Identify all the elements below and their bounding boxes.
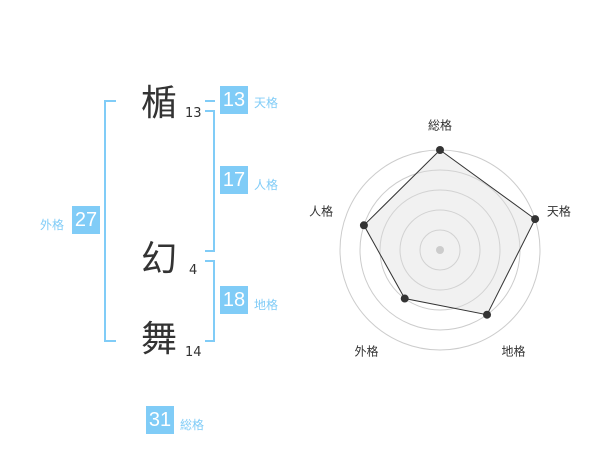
- tenkaku-value: 13: [220, 86, 248, 114]
- tenkaku-label: 天格: [254, 96, 279, 110]
- stroke-count-1: 13: [185, 106, 202, 121]
- radar-ring: [379, 189, 501, 311]
- radar-center: [436, 246, 444, 254]
- soukaku-value: 31: [146, 406, 174, 434]
- radar-point: [436, 146, 444, 154]
- gaikaku-bracket: [104, 100, 116, 342]
- radar-point: [483, 310, 492, 319]
- radar-point: [531, 215, 540, 224]
- name-char-1: 楯: [141, 83, 178, 124]
- soukaku-label: 総格: [180, 418, 205, 432]
- radar-axis-label: 人格: [309, 204, 334, 219]
- stroke-count-2: 4: [189, 263, 198, 278]
- radar-point: [400, 294, 409, 303]
- tenkaku-connector: [205, 100, 215, 102]
- radar-axis-label: 総格: [427, 118, 453, 133]
- radar-ring: [399, 209, 481, 291]
- name-char-2: 幻: [141, 239, 178, 280]
- radar-axis-label: 地格: [501, 344, 526, 359]
- chikaku-value: 18: [220, 286, 248, 314]
- radar-point: [359, 221, 368, 230]
- gaikaku-label: 外格: [40, 218, 65, 232]
- radar-ring: [419, 229, 461, 271]
- gaikaku-value: 27: [72, 206, 100, 234]
- radar-area: [363, 149, 536, 316]
- radar-axis-label: 天格: [546, 204, 571, 219]
- chikaku-label: 地格: [254, 298, 279, 312]
- stroke-count-3: 14: [185, 345, 202, 360]
- radar-axis-label: 外格: [354, 344, 379, 359]
- jinkaku-bracket: [205, 110, 215, 252]
- chikaku-bracket: [205, 260, 215, 342]
- jinkaku-value: 17: [220, 166, 248, 194]
- name-char-3: 舞: [141, 319, 178, 360]
- jinkaku-label: 人格: [254, 178, 279, 192]
